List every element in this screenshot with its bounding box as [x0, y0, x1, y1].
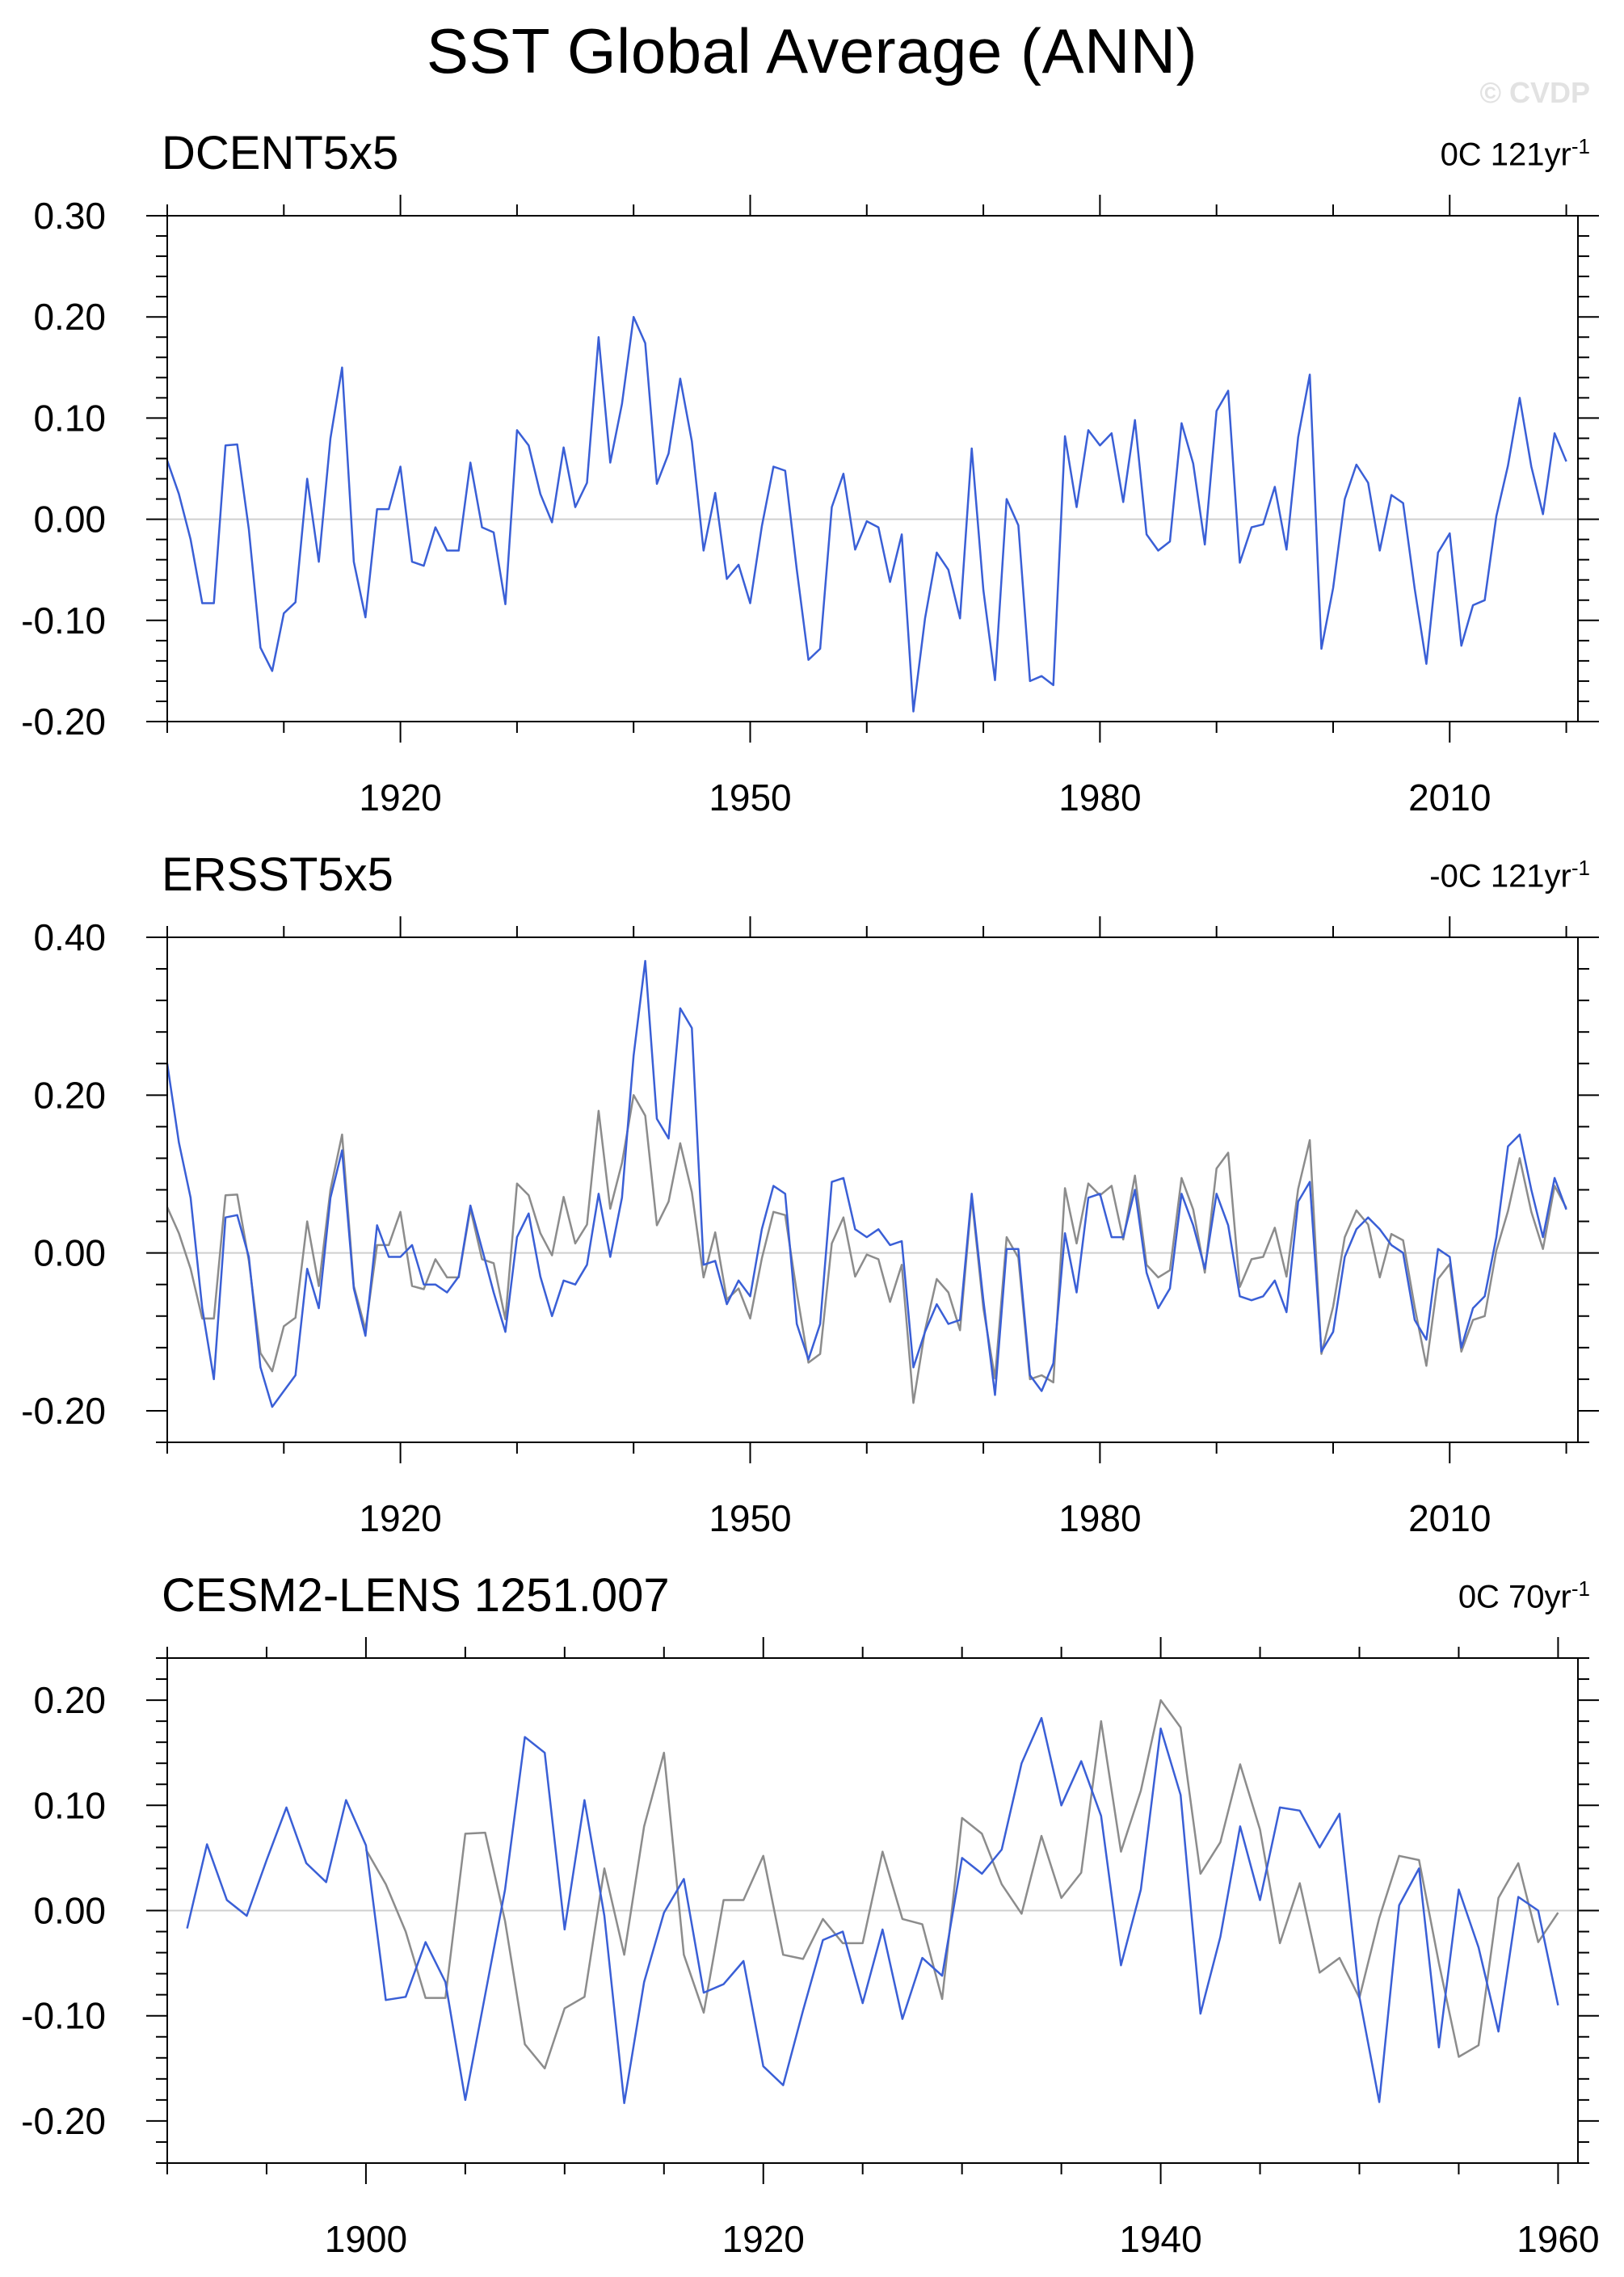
y-tick-label: 0.30 — [33, 195, 106, 237]
x-tick-label: 1980 — [1058, 777, 1141, 819]
trend-label: 0C 121yr-1 — [1440, 134, 1590, 173]
y-tick-label: 0.00 — [33, 499, 106, 541]
x-tick-label: 1900 — [325, 2218, 407, 2260]
y-tick-label: 0.00 — [33, 1232, 106, 1274]
watermark: © CVDP — [1479, 76, 1590, 109]
panel-title: CESM2-LENS 1251.007 — [162, 1569, 670, 1622]
x-tick-label: 1920 — [722, 2218, 805, 2260]
x-tick-label: 2010 — [1408, 1497, 1491, 1539]
x-tick-label: 1980 — [1058, 1497, 1141, 1539]
panel-title: DCENT5x5 — [162, 127, 399, 179]
y-tick-label: 0.20 — [33, 1679, 106, 1721]
x-tick-label: 1920 — [359, 1497, 441, 1539]
trend-label: -0C 121yr-1 — [1429, 856, 1590, 894]
x-tick-label: 1940 — [1119, 2218, 1201, 2260]
y-tick-label: -0.10 — [21, 1995, 106, 2037]
series-line-reference — [166, 1094, 1567, 1404]
y-tick-label: 0.40 — [33, 916, 106, 958]
series-line-main — [186, 1716, 1559, 2105]
y-tick-label: -0.10 — [21, 600, 106, 642]
y-tick-label: -0.20 — [21, 701, 106, 743]
panel-title: ERSST5x5 — [162, 848, 393, 901]
y-tick-label: 0.10 — [33, 397, 106, 439]
y-tick-label: -0.20 — [21, 1390, 106, 1432]
chart-title: SST Global Average (ANN) — [426, 15, 1198, 86]
plot-frame — [166, 215, 1579, 722]
x-tick-label: 1950 — [709, 777, 791, 819]
y-tick-label: -0.20 — [21, 2100, 106, 2142]
y-tick-label: 0.20 — [33, 1074, 106, 1116]
trend-label: 0C 70yr-1 — [1458, 1576, 1590, 1615]
series-line-main — [166, 960, 1567, 1408]
y-tick-label: 0.10 — [33, 1784, 106, 1826]
plot-area: 1920 1950 1980 2010 -0.20 -0.10 0.00 0.10 0.20 0.… — [21, 195, 1599, 819]
panel-dcent5x5: DCENT5x5 0C 121yr-1 1920 1950 1980 2010 -0.2… — [0, 0, 1624, 819]
y-tick-label: 0.00 — [33, 1890, 106, 1932]
series-line-main — [166, 315, 1567, 713]
x-tick-label: 1960 — [1517, 2218, 1599, 2260]
x-tick-label: 2010 — [1408, 777, 1491, 819]
x-tick-label: 1920 — [359, 777, 441, 819]
plot-area: 1920 1950 1980 2010 -0.20 0.00 0.20 0.40 — [21, 916, 1599, 1539]
panel-ersst5x5: ERSST5x5 -0C 121yr-1 1920 1950 1980 2010 -0.… — [21, 848, 1599, 1539]
y-tick-label: 0.20 — [33, 296, 106, 338]
x-tick-label: 1950 — [709, 1497, 791, 1539]
